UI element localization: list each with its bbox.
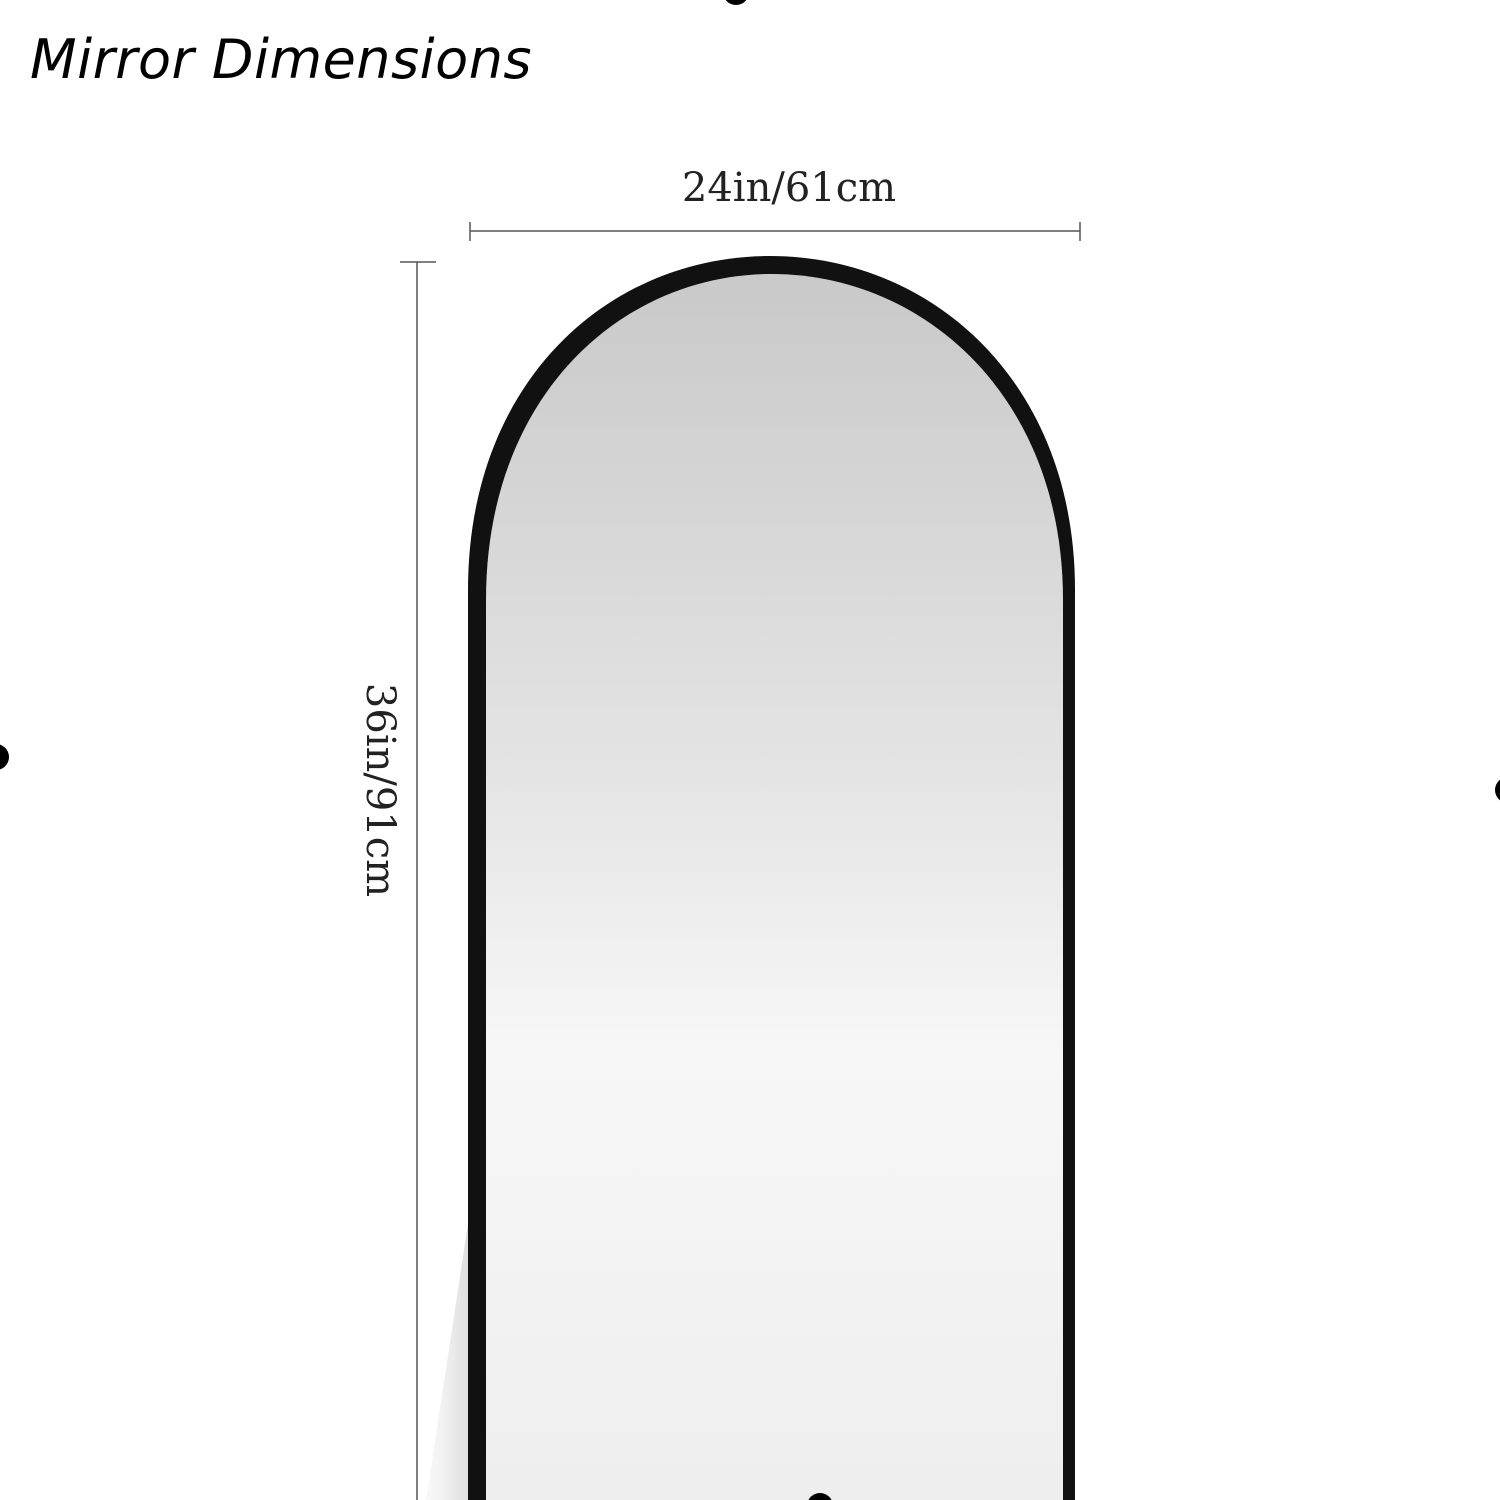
height-dimension-line xyxy=(400,261,436,1500)
width-dimension-line xyxy=(469,222,1081,241)
marker-dot-right xyxy=(1495,779,1500,801)
mirror-glass xyxy=(486,274,1063,1500)
marker-dot-bottom xyxy=(808,1493,832,1500)
marker-dot-top xyxy=(725,0,747,5)
height-dimension-label: 36in/91cm xyxy=(357,682,403,898)
width-dimension-label: 24in/61cm xyxy=(681,165,897,211)
page-title: Mirror Dimensions xyxy=(30,28,533,91)
marker-dot-left xyxy=(0,744,9,770)
floor-shadow xyxy=(426,1210,470,1500)
